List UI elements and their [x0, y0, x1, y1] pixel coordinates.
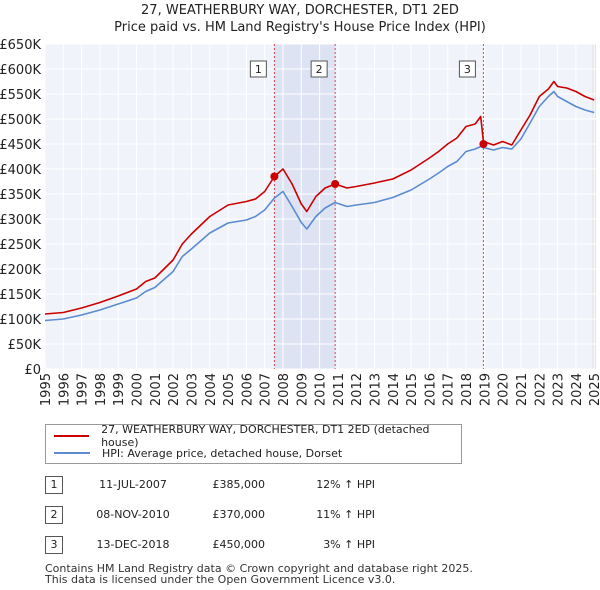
- y-tick-label: £450K: [0, 138, 41, 153]
- footer-copyright: Contains HM Land Registry data © Crown c…: [45, 562, 473, 575]
- x-tick-label: 2023: [552, 373, 567, 406]
- y-tick-label: £200K: [0, 263, 41, 278]
- y-tick-label: £150K: [0, 288, 41, 303]
- y-tick-label: £300K: [0, 213, 41, 228]
- x-tick-label: 2017: [442, 373, 457, 406]
- sale-point: [270, 172, 279, 181]
- sale-marker-label: 2: [316, 63, 323, 76]
- x-tick-label: 2010: [314, 373, 329, 406]
- y-tick-label: £0: [24, 363, 41, 378]
- x-tick-label: 2015: [405, 373, 420, 406]
- sale-marker-number: 2: [45, 506, 63, 524]
- x-tick-label: 2000: [131, 373, 146, 406]
- sale-price: £385,000: [212, 478, 266, 491]
- y-tick-label: £550K: [0, 88, 41, 103]
- x-tick-label: 2009: [295, 373, 310, 406]
- x-tick-label: 1997: [76, 373, 91, 406]
- x-tick-label: 2012: [350, 373, 365, 406]
- x-tick-label: 2004: [204, 373, 219, 406]
- x-tick-label: 2001: [149, 373, 164, 406]
- x-tick-label: 2011: [332, 373, 347, 406]
- x-tick-label: 2025: [588, 373, 600, 406]
- x-tick-label: 2005: [222, 373, 237, 406]
- price-chart: 1 2 3 £0 £50K £100K £150K £200K £250K £300K £350K £…: [0, 38, 600, 406]
- sale-point: [479, 140, 488, 148]
- y-tick-label: £350K: [0, 188, 41, 203]
- sale-price: £450,000: [212, 538, 266, 551]
- x-tick-label: 2022: [533, 373, 548, 406]
- x-tick-label: 1995: [39, 373, 54, 406]
- y-tick-label: £250K: [0, 238, 41, 253]
- x-tick-label: 1998: [94, 373, 109, 406]
- x-tick-label: 2003: [185, 373, 200, 406]
- chart-subtitle: Price paid vs. HM Land Registry's House …: [114, 20, 486, 35]
- sale-marker-box: [310, 60, 328, 78]
- x-tick-label: 2018: [460, 373, 475, 406]
- sale-price: £370,000: [212, 508, 266, 521]
- x-tick-label: 2013: [369, 373, 384, 406]
- x-tick-label: 2019: [478, 373, 493, 406]
- sale-marker-number: 3: [45, 536, 63, 554]
- x-tick-label: 2016: [423, 373, 438, 406]
- x-tick-label: 2006: [240, 373, 255, 406]
- legend-item-property: 27, WEATHERBURY WAY, DORCHESTER, DT1 2ED…: [54, 423, 461, 449]
- sale-marker-number: 1: [45, 476, 63, 494]
- x-tick-label: 2020: [497, 373, 512, 406]
- legend-label-hpi: HPI: Average price, detached house, Dors…: [102, 446, 343, 460]
- footer-licence: This data is licensed under the Open Gov…: [45, 573, 396, 586]
- sale-date: 08-NOV-2010: [96, 508, 170, 521]
- x-tick-label: 2024: [570, 373, 585, 406]
- y-tick-label: £100K: [0, 313, 41, 328]
- hpi-line: [44, 90, 595, 322]
- sale-hpi-change: 12% ↑ HPI: [316, 478, 375, 491]
- sale-point: [331, 180, 340, 188]
- sale-marker-box: [249, 60, 267, 78]
- y-tick-label: £50K: [8, 338, 42, 353]
- sale-marker-box: [458, 60, 476, 78]
- sale-hpi-change: 11% ↑ HPI: [316, 508, 375, 521]
- y-tick-label: £600K: [0, 63, 41, 78]
- property-price-line: [44, 80, 595, 315]
- legend-item-hpi: HPI: Average price, detached house, Dors…: [54, 445, 342, 461]
- chart-title: 27, WEATHERBURY WAY, DORCHESTER, DT1 2ED: [141, 3, 459, 18]
- chart-legend: 27, WEATHERBURY WAY, DORCHESTER, DT1 2ED…: [45, 423, 462, 464]
- x-tick-label: 1999: [112, 373, 127, 406]
- y-tick-label: £400K: [0, 163, 41, 178]
- x-tick-label: 1996: [57, 373, 72, 406]
- x-tick-label: 2007: [259, 373, 274, 406]
- legend-swatch-hpi: [54, 452, 90, 454]
- x-tick-label: 2008: [277, 373, 292, 406]
- ownership-shading: [274, 44, 336, 369]
- sale-date: 13-DEC-2018: [96, 538, 170, 551]
- legend-label-property: 27, WEATHERBURY WAY, DORCHESTER, DT1 2ED…: [101, 423, 430, 449]
- y-tick-label: £500K: [0, 113, 41, 128]
- sale-hpi-change: 3% ↑ HPI: [323, 538, 375, 551]
- x-tick-label: 2021: [515, 373, 530, 406]
- y-tick-label: £650K: [0, 38, 41, 53]
- x-tick-label: 2014: [387, 373, 402, 406]
- sale-marker-label: 1: [255, 63, 262, 76]
- sale-marker-label: 3: [464, 63, 471, 76]
- x-tick-label: 2002: [167, 373, 182, 406]
- legend-swatch-property: [54, 435, 90, 437]
- sale-date: 11-JUL-2007: [99, 478, 167, 491]
